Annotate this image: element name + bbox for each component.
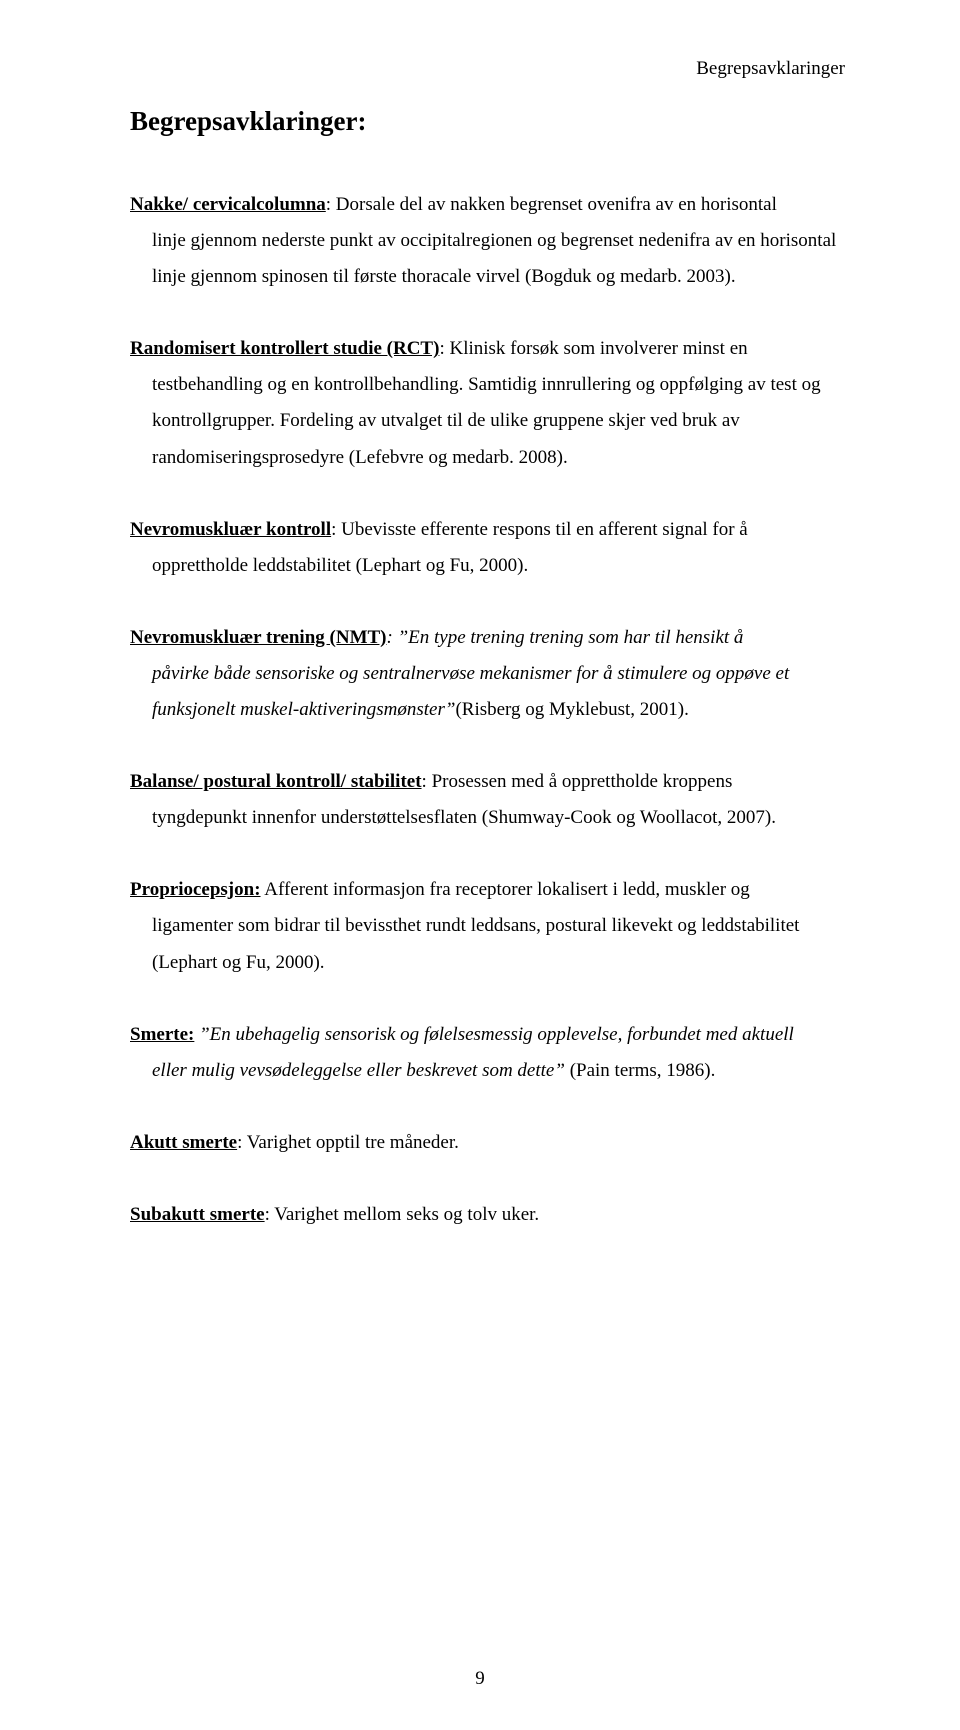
definition-rest: opprettholde leddstabilitet (Lephart og … [130, 548, 845, 584]
definition-first-line: : ”En type trening trening som har til h… [387, 627, 744, 648]
definition-entry: Smerte: ”En ubehagelig sensorisk og føle… [130, 1017, 845, 1089]
term: Akutt smerte [130, 1132, 237, 1153]
definition-first-line: : Klinisk forsøk som involverer minst en [439, 338, 747, 359]
definition-rest-plain: (Risberg og Myklebust, 2001). [455, 699, 688, 720]
definition-entry: Akutt smerte: Varighet opptil tre månede… [130, 1125, 845, 1161]
definition-rest: eller mulig vevsødeleggelse eller beskre… [130, 1053, 845, 1089]
term: Nevromuskluær kontroll [130, 519, 331, 540]
definition-entry: Nevromuskluær kontroll: Ubevisste effere… [130, 512, 845, 584]
term: Subakutt smerte [130, 1204, 265, 1225]
definition-entry: Propriocepsjon: Afferent informasjon fra… [130, 872, 845, 980]
term: Propriocepsjon: [130, 879, 261, 900]
page-title: Begrepsavklaringer: [130, 106, 845, 137]
term: Balanse/ postural kontroll/ stabilitet [130, 771, 422, 792]
page-number: 9 [0, 1668, 960, 1690]
definition-entry: Balanse/ postural kontroll/ stabilitet: … [130, 764, 845, 836]
term: Nakke/ cervicalcolumna [130, 194, 326, 215]
term: Randomisert kontrollert studie (RCT) [130, 338, 439, 359]
term: Smerte: [130, 1024, 194, 1045]
definition-rest: ligamenter som bidrar til bevissthet run… [130, 908, 845, 980]
definition-rest: testbehandling og en kontrollbehandling.… [130, 367, 845, 475]
definition-entry: Subakutt smerte: Varighet mellom seks og… [130, 1197, 845, 1233]
definition-rest: påvirke både sensoriske og sentralnervøs… [130, 656, 845, 728]
definition-entry: Nakke/ cervicalcolumna: Dorsale del av n… [130, 187, 845, 295]
definition-rest-italic: eller mulig vevsødeleggelse eller beskre… [152, 1060, 570, 1081]
definition-rest-plain: (Pain terms, 1986). [570, 1060, 716, 1081]
definition-first-line: : Dorsale del av nakken begrenset ovenif… [326, 194, 777, 215]
definition-entry: Nevromuskluær trening (NMT): ”En type tr… [130, 620, 845, 728]
definition-first-line: : Varighet opptil tre måneder. [237, 1132, 459, 1153]
definition-rest: tyngdepunkt innenfor understøttelsesflat… [130, 800, 845, 836]
definition-first-line: : Ubevisste efferente respons til en aff… [331, 519, 748, 540]
definition-first-line: Afferent informasjon fra receptorer loka… [261, 879, 750, 900]
definition-first-line: ”En ubehagelig sensorisk og følelsesmess… [194, 1024, 793, 1045]
definition-rest: linje gjennom nederste punkt av occipita… [130, 223, 845, 295]
definition-first-line: : Prosessen med å opprettholde kroppens [422, 771, 733, 792]
definition-first-line: : Varighet mellom seks og tolv uker. [265, 1204, 540, 1225]
definition-entry: Randomisert kontrollert studie (RCT): Kl… [130, 331, 845, 475]
running-header: Begrepsavklaringer [696, 58, 845, 80]
term: Nevromuskluær trening (NMT) [130, 627, 387, 648]
